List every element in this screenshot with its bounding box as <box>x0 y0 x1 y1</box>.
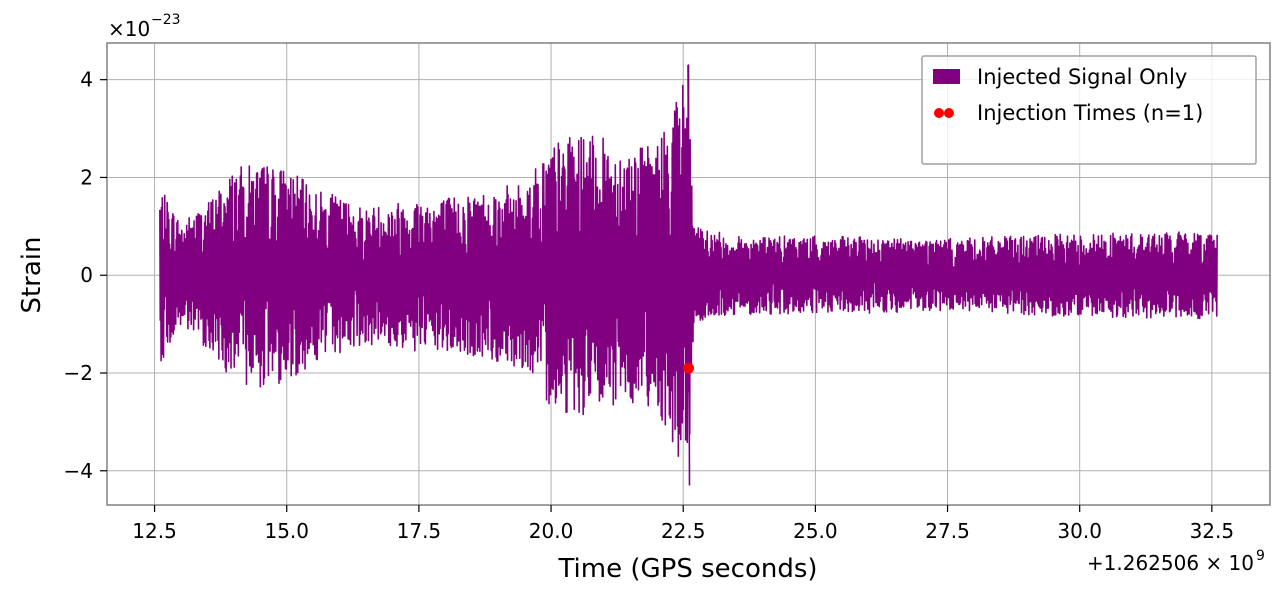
axes-frame <box>106 42 1271 506</box>
x-offset-exponent: 9 <box>1256 548 1265 564</box>
legend-label-signal: Injected Signal Only <box>977 65 1187 89</box>
x-tick-label: 15.0 <box>264 519 309 543</box>
legend-marker-injection-b <box>944 108 954 118</box>
y-scale-label: ×10 <box>108 17 150 41</box>
y-tick-label: 2 <box>80 165 93 189</box>
x-tick-label: 27.5 <box>925 519 970 543</box>
injection-points <box>683 362 694 374</box>
y-tick-label: 4 <box>80 68 93 92</box>
x-tick-label: 25.0 <box>793 519 838 543</box>
x-axis-label: Time (GPS seconds) <box>557 554 817 584</box>
x-tick-label: 20.0 <box>529 519 574 543</box>
injection-point <box>683 362 694 374</box>
x-tick-label: 30.0 <box>1057 519 1102 543</box>
y-tick-label: −4 <box>64 459 93 483</box>
x-tick-label: 22.5 <box>661 519 706 543</box>
x-tick-label: 17.5 <box>397 519 442 543</box>
legend-box <box>921 55 1257 165</box>
x-offset-label: +1.262506 × 10 <box>1087 551 1254 575</box>
legend-label-injection: Injection Times (n=1) <box>977 101 1203 125</box>
legend: Injected Signal Only Injection Times (n=… <box>921 55 1257 165</box>
x-tick-label: 32.5 <box>1190 519 1235 543</box>
signal-line <box>159 64 1218 486</box>
y-tick-label: 0 <box>80 263 93 287</box>
y-axis-ticks: −4 −2 0 2 4 <box>64 68 107 483</box>
x-axis-ticks: 12.5 15.0 17.5 20.0 22.5 25.0 27.5 30.0 32.5 <box>132 505 1234 543</box>
y-scale-exponent: −23 <box>151 12 181 28</box>
x-tick-label: 12.5 <box>132 519 177 543</box>
legend-marker-injection-a <box>934 108 944 118</box>
y-tick-label: −2 <box>64 361 93 385</box>
y-axis-label: Strain <box>17 236 47 313</box>
legend-swatch-signal <box>933 69 960 84</box>
signal-series <box>159 64 1218 486</box>
